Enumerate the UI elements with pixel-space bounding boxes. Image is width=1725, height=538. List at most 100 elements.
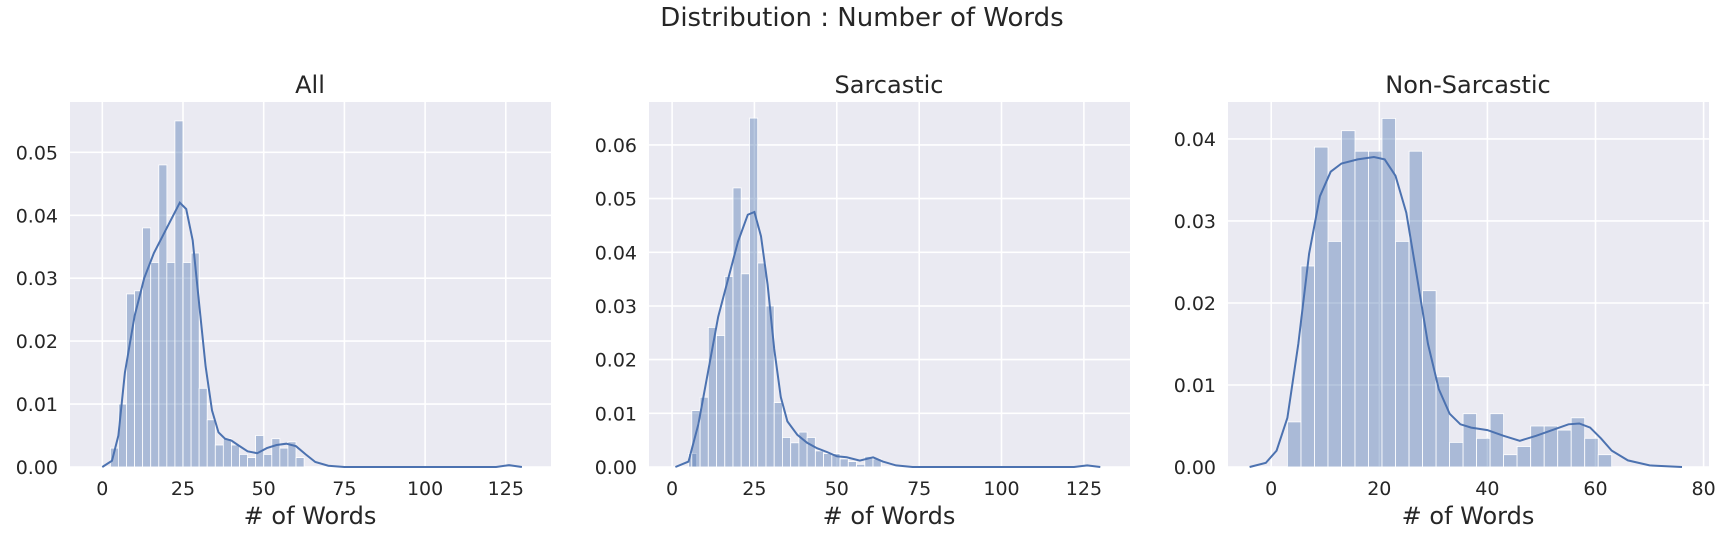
histogram-bar-non-sarcastic-18 xyxy=(1530,425,1545,468)
x-tick-label-sarcastic-3: 75 xyxy=(907,478,931,500)
x-tick-label-sarcastic-0: 0 xyxy=(666,478,678,500)
histogram-bar-all-16 xyxy=(239,453,249,468)
y-tick-label-non-sarcastic-1: 0.01 xyxy=(1174,375,1216,397)
plot-area-all xyxy=(70,102,551,467)
histogram-bars-all xyxy=(110,120,515,468)
y-tick-label-sarcastic-6: 0.06 xyxy=(595,135,637,157)
x-tick-label-all-4: 100 xyxy=(407,478,443,500)
histogram-bar-sarcastic-4 xyxy=(716,335,726,468)
histogram-bar-non-sarcastic-17 xyxy=(1516,446,1531,468)
histogram-bar-non-sarcastic-11 xyxy=(1435,376,1450,468)
y-tick-label-all-0: 0.00 xyxy=(16,457,58,479)
histogram-bar-sarcastic-12 xyxy=(782,437,792,468)
histogram-bar-sarcastic-9 xyxy=(757,262,767,468)
histogram-bar-sarcastic-19 xyxy=(839,458,849,468)
x-tick-label-all-1: 25 xyxy=(171,478,195,500)
histogram-bar-non-sarcastic-15 xyxy=(1489,413,1504,468)
histogram-bar-all-17 xyxy=(247,457,257,468)
y-tick-label-non-sarcastic-2: 0.02 xyxy=(1174,293,1216,315)
histogram-bar-non-sarcastic-5 xyxy=(1354,150,1369,468)
histogram-bar-all-11 xyxy=(198,387,208,468)
histogram-bar-all-20 xyxy=(271,438,281,468)
y-tick-label-sarcastic-4: 0.04 xyxy=(595,242,637,264)
tick-labels-non-sarcastic: 0 20 40 60 80 0.00 0.01 0.02 0.03 0.04 xyxy=(1174,129,1716,500)
subplot-all: All 0 25 50 75 100 125 0.00 0.01 0.02 0.03 0.04 0.0… xyxy=(16,71,551,530)
x-tick-label-non-sarcastic-0: 0 xyxy=(1265,478,1277,500)
x-tick-label-sarcastic-2: 50 xyxy=(825,478,849,500)
histogram-bar-non-sarcastic-7 xyxy=(1381,118,1396,468)
histogram-bar-sarcastic-7 xyxy=(740,273,750,468)
histogram-bar-non-sarcastic-12 xyxy=(1449,441,1464,468)
subplot-sarcastic: Sarcastic 0 25 50 75 100 1250.000.010.020.030… xyxy=(595,71,1130,530)
histogram-bar-all-14 xyxy=(222,438,232,468)
histogram-bar-non-sarcastic-6 xyxy=(1368,150,1383,468)
histogram-bar-all-23 xyxy=(295,457,305,468)
x-tick-label-sarcastic-1: 25 xyxy=(742,478,766,500)
histogram-bar-sarcastic-17 xyxy=(823,453,833,468)
histogram-bar-sarcastic-21 xyxy=(856,463,866,468)
histogram-bar-all-21 xyxy=(279,447,289,468)
histogram-bar-all-8 xyxy=(174,120,184,468)
histogram-bar-sarcastic-15 xyxy=(806,437,816,468)
y-tick-label-all-5: 0.05 xyxy=(16,142,58,164)
y-tick-label-all-2: 0.02 xyxy=(16,331,58,353)
x-axis-label-non-sarcastic: # of Words xyxy=(1402,502,1535,530)
kde-line-non-sarcastic xyxy=(1249,155,1683,468)
y-tick-label-all-1: 0.01 xyxy=(16,394,58,416)
x-tick-label-all-5: 125 xyxy=(488,478,524,500)
kde-line-all xyxy=(101,201,523,468)
histogram-bar-non-sarcastic-22 xyxy=(1584,437,1599,468)
histogram-bar-non-sarcastic-0 xyxy=(1287,421,1302,468)
x-tick-label-non-sarcastic-2: 40 xyxy=(1475,478,1499,500)
histogram-bar-non-sarcastic-23 xyxy=(1597,454,1613,468)
x-tick-label-non-sarcastic-3: 60 xyxy=(1583,478,1607,500)
y-tick-label-sarcastic-1: 0.01 xyxy=(595,403,637,425)
tick-labels-all: 0 25 50 75 100 125 0.00 0.01 0.02 0.03 0.04 0.05 xyxy=(16,142,524,500)
y-tick-label-sarcastic-0: 0.00 xyxy=(595,457,637,479)
histogram-bar-non-sarcastic-4 xyxy=(1341,130,1356,468)
histogram-bar-non-sarcastic-8 xyxy=(1395,240,1410,468)
histogram-bar-all-15 xyxy=(230,444,240,468)
histogram-bar-all-6 xyxy=(158,164,168,468)
histogram-bar-all-9 xyxy=(182,262,192,468)
y-tick-label-non-sarcastic-0: 0.00 xyxy=(1174,457,1216,479)
x-tick-label-all-3: 75 xyxy=(332,478,356,500)
figure-suptitle: Distribution : Number of Words xyxy=(660,3,1063,33)
subplot-title-all: All xyxy=(295,71,325,99)
histogram-bars-non-sarcastic xyxy=(1287,118,1613,468)
histogram-bar-all-5 xyxy=(150,262,160,468)
y-tick-label-sarcastic-2: 0.02 xyxy=(595,350,637,372)
x-tick-label-non-sarcastic-4: 80 xyxy=(1692,478,1716,500)
x-axis-label-sarcastic: # of Words xyxy=(823,502,956,530)
histogram-bar-all-19 xyxy=(263,453,273,468)
histogram-bar-all-12 xyxy=(206,419,216,468)
histogram-bar-all-1 xyxy=(118,403,127,468)
y-tick-label-all-3: 0.03 xyxy=(16,268,58,290)
histogram-bar-sarcastic-5 xyxy=(724,275,734,468)
x-tick-label-sarcastic-4: 100 xyxy=(983,478,1019,500)
x-tick-label-sarcastic-5: 125 xyxy=(1066,478,1102,500)
histogram-bar-sarcastic-16 xyxy=(815,450,825,468)
histogram-bar-non-sarcastic-9 xyxy=(1408,150,1423,468)
histogram-bar-non-sarcastic-10 xyxy=(1422,290,1437,468)
histogram-bar-non-sarcastic-3 xyxy=(1327,240,1342,468)
tick-labels-sarcastic: 0 25 50 75 100 125 0.00 0.01 0.02 0.03 0.04 0.05 0.0… xyxy=(595,135,1102,500)
histogram-bar-sarcastic-20 xyxy=(847,461,857,468)
y-tick-label-non-sarcastic-4: 0.04 xyxy=(1174,129,1216,151)
kde-line-sarcastic xyxy=(675,210,1101,468)
histogram-bar-sarcastic-8 xyxy=(749,117,759,468)
histogram-bar-all-13 xyxy=(214,444,224,468)
plot-area-sarcastic xyxy=(649,102,1130,467)
histogram-bar-all-22 xyxy=(287,441,297,468)
histogram-bar-sarcastic-11 xyxy=(773,402,783,468)
histogram-bar-non-sarcastic-14 xyxy=(1476,437,1491,468)
plot-area-non-sarcastic xyxy=(1228,102,1709,467)
histogram-bar-all-7 xyxy=(166,262,176,468)
y-tick-label-sarcastic-3: 0.03 xyxy=(595,296,637,318)
x-axis-label-all: # of Words xyxy=(244,502,377,530)
histogram-bar-sarcastic-13 xyxy=(790,442,800,468)
x-tick-label-non-sarcastic-1: 20 xyxy=(1367,478,1391,500)
histogram-bar-sarcastic-6 xyxy=(732,187,742,468)
x-tick-label-all-2: 50 xyxy=(252,478,276,500)
